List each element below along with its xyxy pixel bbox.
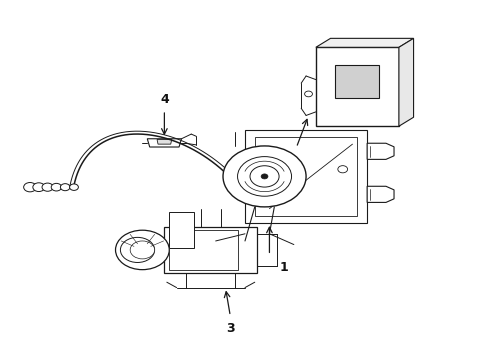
Circle shape	[24, 183, 36, 192]
Circle shape	[250, 166, 279, 187]
Polygon shape	[245, 130, 367, 223]
Polygon shape	[316, 47, 399, 126]
Polygon shape	[164, 226, 257, 273]
Circle shape	[121, 237, 155, 262]
Circle shape	[33, 183, 45, 192]
Text: 2: 2	[285, 153, 294, 166]
Circle shape	[51, 183, 62, 191]
Bar	[335, 65, 379, 98]
Polygon shape	[399, 39, 414, 126]
Circle shape	[70, 184, 78, 190]
Circle shape	[42, 183, 53, 191]
Polygon shape	[316, 39, 414, 47]
Polygon shape	[169, 230, 238, 270]
Circle shape	[338, 166, 347, 173]
Circle shape	[223, 146, 306, 207]
Polygon shape	[255, 137, 357, 216]
Circle shape	[116, 230, 169, 270]
Polygon shape	[367, 186, 394, 202]
Polygon shape	[169, 212, 194, 248]
Text: 1: 1	[279, 261, 288, 274]
Polygon shape	[367, 143, 394, 159]
Circle shape	[305, 91, 313, 97]
Polygon shape	[157, 139, 171, 144]
Polygon shape	[147, 139, 181, 147]
Circle shape	[60, 184, 70, 191]
Circle shape	[130, 241, 155, 259]
Text: 4: 4	[160, 94, 169, 107]
Circle shape	[261, 174, 268, 179]
Text: 3: 3	[226, 321, 235, 335]
Circle shape	[238, 157, 292, 196]
